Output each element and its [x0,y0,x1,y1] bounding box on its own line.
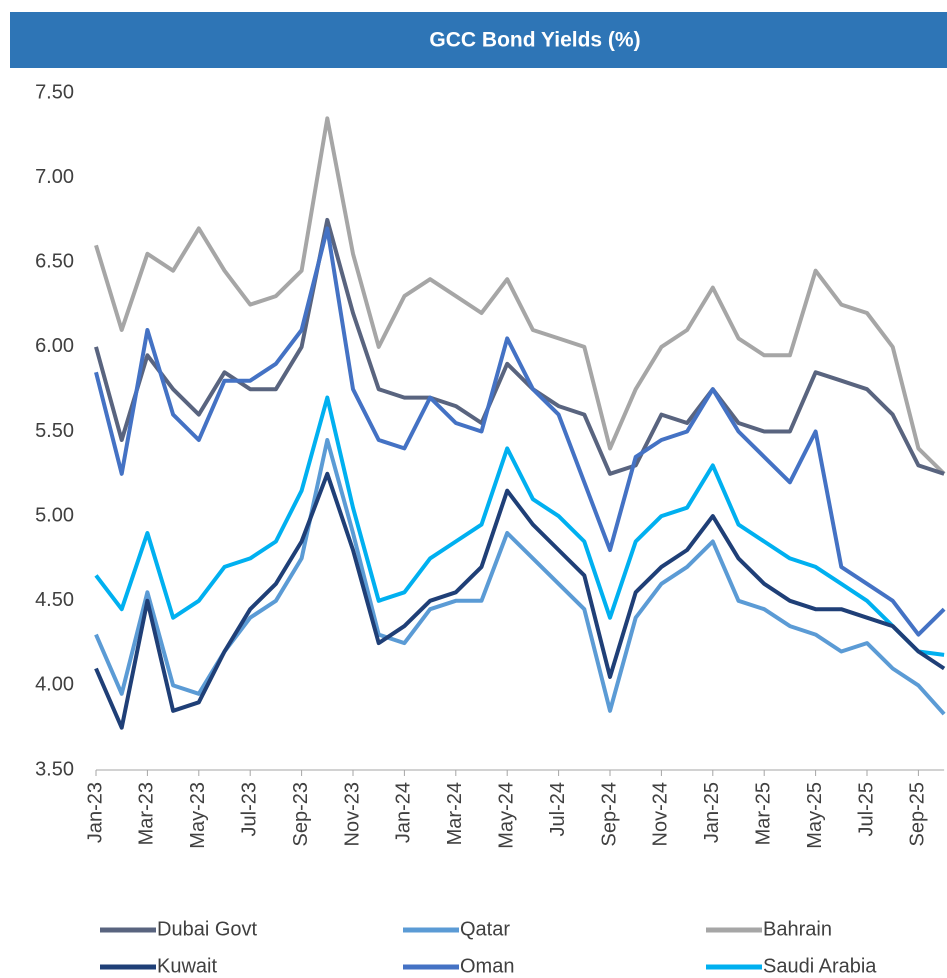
x-tick-label: Jan-23 [84,782,106,843]
x-tick-label: May-25 [804,782,826,849]
legend-label: Qatar [460,918,510,940]
y-tick-label: 5.50 [35,420,74,442]
x-tick-label: Sep-23 [290,782,312,847]
x-tick-label: Mar-23 [136,782,158,845]
series-line [94,226,946,637]
x-tick-label: May-23 [187,782,209,849]
y-tick-label: 6.50 [35,251,74,273]
y-tick-label: 5.00 [35,504,74,526]
series-line [94,116,946,476]
x-tick-label: Sep-25 [907,782,929,847]
legend-label: Oman [460,955,514,977]
title-bar [10,12,947,68]
x-tick-label: Nov-23 [341,782,363,846]
legend-label: Kuwait [157,955,217,977]
series-line [94,438,946,716]
legend-label: Saudi Arabia [763,955,877,977]
legend-label: Dubai Govt [157,918,257,940]
y-tick-label: 7.00 [35,166,74,188]
y-tick-label: 3.50 [35,758,74,780]
x-tick-label: May-24 [495,782,517,849]
y-tick-label: 4.00 [35,674,74,696]
x-tick-label: Jul-25 [855,782,877,836]
legend-label: Bahrain [763,918,832,940]
series-line [94,471,946,730]
x-tick-label: Jan-25 [701,782,723,843]
y-tick-label: 4.50 [35,589,74,611]
x-tick-label: Mar-24 [444,782,466,845]
x-tick-label: Nov-24 [650,782,672,846]
x-tick-label: Jul-24 [547,782,569,836]
series-line [94,395,945,657]
chart-title: GCC Bond Yields (%) [429,29,640,52]
x-tick-label: Jul-23 [238,782,260,836]
y-tick-label: 6.00 [35,335,74,357]
x-tick-label: Sep-24 [598,782,620,847]
y-tick-label: 7.50 [35,81,74,103]
x-tick-label: Jan-24 [393,782,415,843]
x-tick-label: Mar-25 [752,782,774,845]
